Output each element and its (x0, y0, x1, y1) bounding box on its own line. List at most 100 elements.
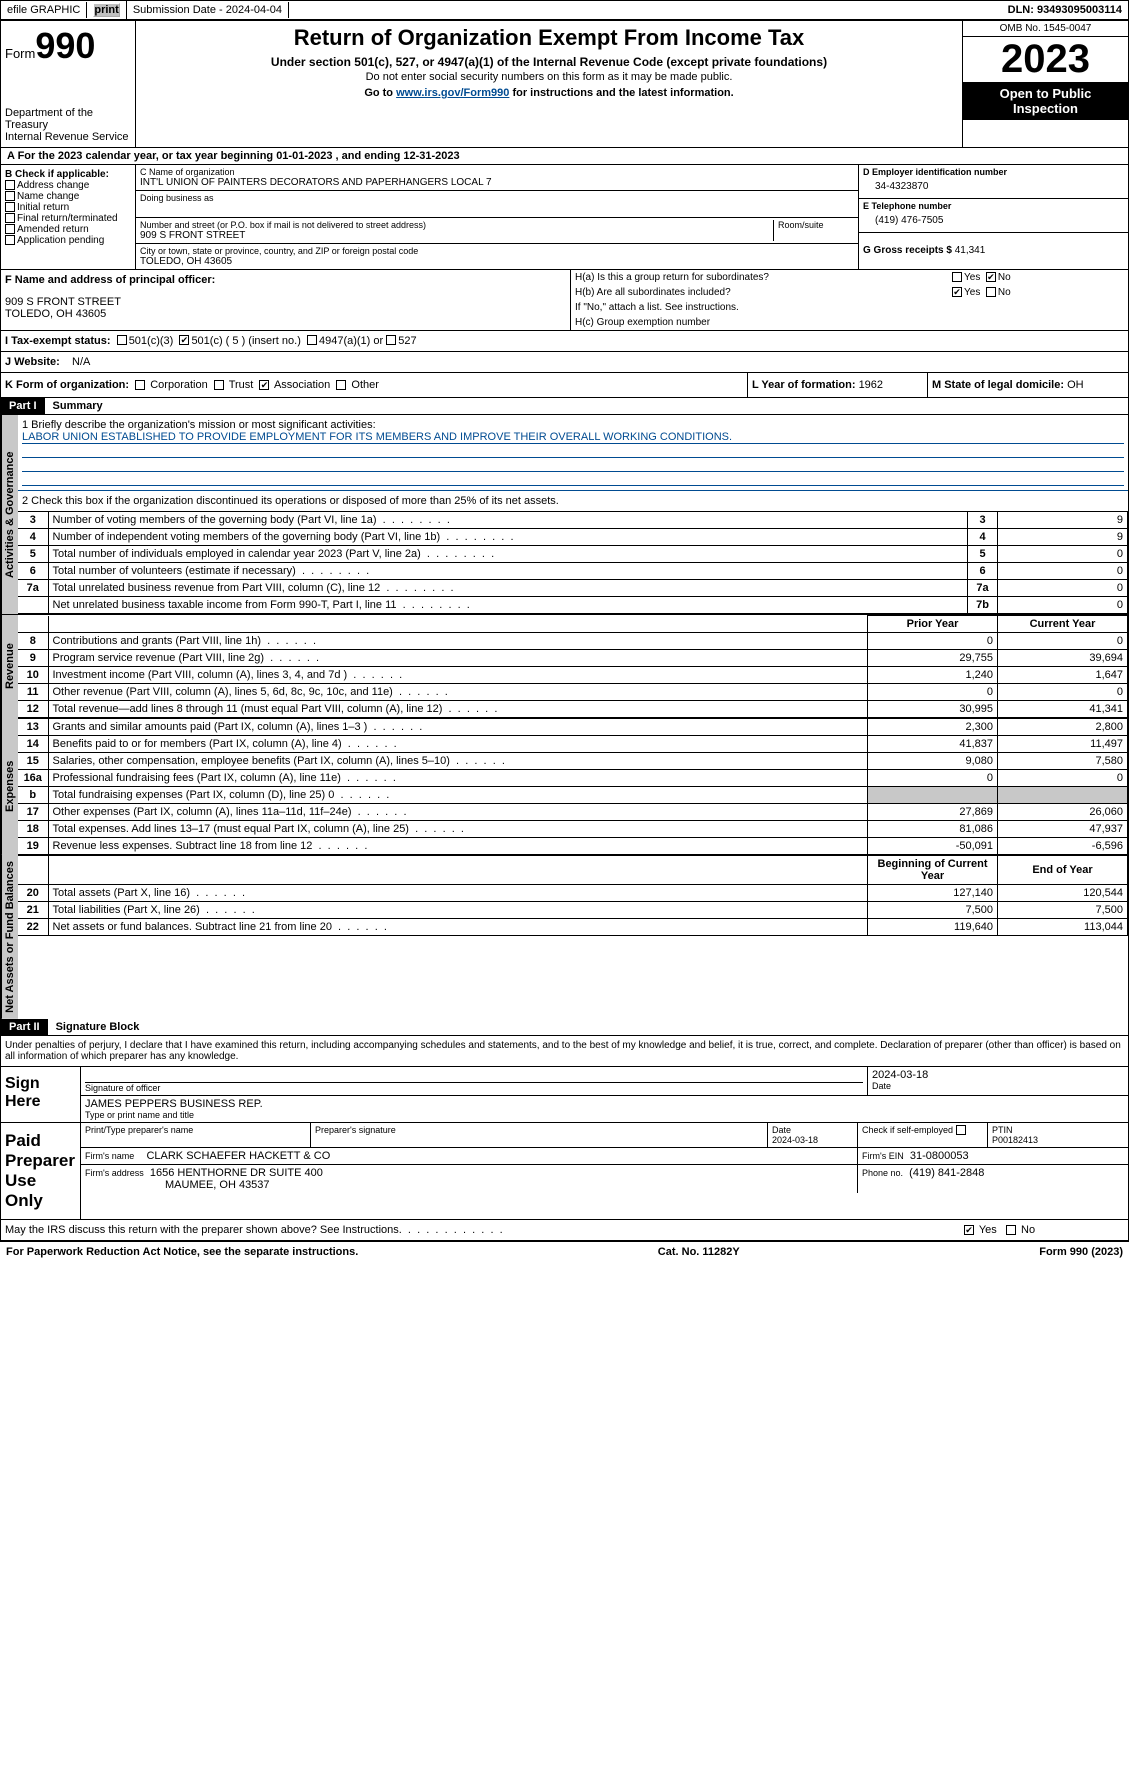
cb-4947[interactable] (307, 335, 317, 345)
box-j-label: J Website: (5, 356, 60, 368)
sign-here-section: Sign Here Signature of officer 2024-03-1… (0, 1067, 1129, 1123)
form990-link[interactable]: www.irs.gov/Form990 (396, 87, 509, 99)
row-klm: K Form of organization: Corporation Trus… (0, 373, 1129, 398)
row-i: I Tax-exempt status: 501(c)(3) 501(c) ( … (0, 331, 1129, 352)
cb-501c3[interactable] (117, 335, 127, 345)
part1-badge: Part I (1, 398, 45, 414)
ha-yes-checkbox[interactable] (952, 272, 962, 282)
cb-trust[interactable] (214, 380, 224, 390)
efile-label: efile GRAPHIC (1, 2, 87, 18)
table-row: 16a Professional fundraising fees (Part … (18, 770, 1128, 787)
part1-governance: Activities & Governance 1 Briefly descri… (0, 415, 1129, 614)
opt-4947: 4947(a)(1) or (319, 335, 383, 347)
table-row: 7a Total unrelated business revenue from… (18, 580, 1128, 597)
ha-no-checkbox[interactable] (986, 272, 996, 282)
box-f-label: F Name and address of principal officer: (5, 274, 566, 286)
discuss-no-checkbox[interactable] (1006, 1225, 1016, 1235)
no-label: No (998, 272, 1011, 283)
tax-year: 2023 (963, 37, 1128, 82)
prior-year-hdr: Prior Year (868, 616, 998, 633)
penalty-text: Under penalties of perjury, I declare th… (0, 1036, 1129, 1067)
hb-yes-checkbox[interactable] (952, 287, 962, 297)
begin-year-hdr: Beginning of Current Year (868, 856, 998, 885)
sig-officer-label: Signature of officer (85, 1083, 863, 1093)
checkbox-initial-return[interactable]: Initial return (5, 202, 131, 213)
cb-label: Final return/terminated (17, 213, 118, 224)
print-button[interactable]: print (93, 3, 119, 17)
yes-label: Yes (964, 287, 980, 298)
dept-treasury: Department of the Treasury (5, 107, 131, 131)
part1-title: Summary (45, 400, 103, 412)
firm-name-label: Firm's name (85, 1151, 134, 1161)
form-footer: Form 990 (2023) (1039, 1246, 1123, 1258)
topbar: efile GRAPHIC print Submission Date - 20… (0, 0, 1129, 20)
checkbox-final-return[interactable]: Final return/terminated (5, 213, 131, 224)
table-row: Net unrelated business taxable income fr… (18, 597, 1128, 614)
officer-addr1: 909 S FRONT STREET (5, 296, 566, 308)
mission-text: LABOR UNION ESTABLISHED TO PROVIDE EMPLO… (22, 431, 1124, 444)
netassets-table: Beginning of Current Year End of Year 20… (18, 855, 1128, 936)
cb-label: Application pending (17, 235, 104, 246)
end-year-hdr: End of Year (998, 856, 1128, 885)
checkbox-address-change[interactable]: Address change (5, 180, 131, 191)
ptin-value: P00182413 (992, 1135, 1124, 1145)
table-row: 20 Total assets (Part X, line 16) . . . … (18, 885, 1128, 902)
expenses-table: 13 Grants and similar amounts paid (Part… (18, 718, 1128, 855)
box-g-label: G Gross receipts $ (863, 245, 955, 256)
cat-no: Cat. No. 11282Y (658, 1246, 740, 1258)
cb-501c[interactable] (179, 335, 189, 345)
room-label: Room/suite (778, 220, 854, 230)
hb-note: If "No," attach a list. See instructions… (571, 300, 1128, 315)
part1-netassets: Net Assets or Fund Balances Beginning of… (0, 855, 1129, 1019)
firm-addr2: MAUMEE, OH 43537 (165, 1179, 270, 1191)
cb-other[interactable] (336, 380, 346, 390)
no-label: No (998, 287, 1011, 298)
no-label: No (1021, 1224, 1035, 1236)
opt-trust: Trust (229, 379, 254, 391)
tab-revenue: Revenue (1, 615, 18, 718)
tab-expenses: Expenses (1, 718, 18, 855)
year-formation: 1962 (859, 379, 883, 391)
cb-corp[interactable] (135, 380, 145, 390)
table-row: b Total fundraising expenses (Part IX, c… (18, 787, 1128, 804)
table-row: 21 Total liabilities (Part X, line 26) .… (18, 902, 1128, 919)
section-fh: F Name and address of principal officer:… (0, 270, 1129, 331)
box-k-label: K Form of organization: (5, 379, 129, 391)
omb-number: OMB No. 1545-0047 (963, 21, 1128, 37)
discuss-yes-checkbox[interactable] (964, 1225, 974, 1235)
table-row: 13 Grants and similar amounts paid (Part… (18, 719, 1128, 736)
cb-label: Initial return (17, 202, 69, 213)
checkbox-application-pending[interactable]: Application pending (5, 235, 131, 246)
checkbox-name-change[interactable]: Name change (5, 191, 131, 202)
cb-527[interactable] (386, 335, 396, 345)
part2-badge: Part II (1, 1019, 48, 1035)
cb-label: Address change (17, 180, 89, 191)
goto-post: for instructions and the latest informat… (509, 87, 733, 99)
paid-preparer-section: Paid Preparer Use Only Print/Type prepar… (0, 1123, 1129, 1220)
part2-header-row: Part II Signature Block (0, 1019, 1129, 1036)
org-name: INT'L UNION OF PAINTERS DECORATORS AND P… (140, 177, 854, 188)
phone-value: (419) 476-7505 (863, 211, 1124, 230)
table-row: 12 Total revenue—add lines 8 through 11 … (18, 701, 1128, 718)
opt-corp: Corporation (150, 379, 207, 391)
open-inspection: Open to Public Inspection (963, 82, 1128, 120)
irs-label: Internal Revenue Service (5, 131, 131, 143)
cb-assoc[interactable] (259, 380, 269, 390)
form-title: Return of Organization Exempt From Incom… (140, 25, 958, 51)
hc-question: H(c) Group exemption number (571, 315, 1128, 330)
governance-table: 3 Number of voting members of the govern… (18, 511, 1128, 614)
table-row: 18 Total expenses. Add lines 13–17 (must… (18, 821, 1128, 838)
checkbox-amended-return[interactable]: Amended return (5, 224, 131, 235)
hb-no-checkbox[interactable] (986, 287, 996, 297)
line2-text: 2 Check this box if the organization dis… (22, 495, 559, 507)
firm-name: CLARK SCHAEFER HACKETT & CO (146, 1150, 330, 1162)
opt-501c: 501(c) ( 5 ) (insert no.) (191, 335, 300, 347)
box-i-label: I Tax-exempt status: (5, 335, 111, 347)
box-b-label: B Check if applicable: (5, 169, 131, 180)
dba-label: Doing business as (140, 193, 854, 203)
box-c-name-label: C Name of organization (140, 167, 854, 177)
check-label-text: Check if self-employed (862, 1125, 953, 1135)
form-word: Form (5, 46, 35, 61)
firm-phone: (419) 841-2848 (909, 1167, 984, 1179)
cb-self-employed[interactable] (956, 1125, 966, 1135)
